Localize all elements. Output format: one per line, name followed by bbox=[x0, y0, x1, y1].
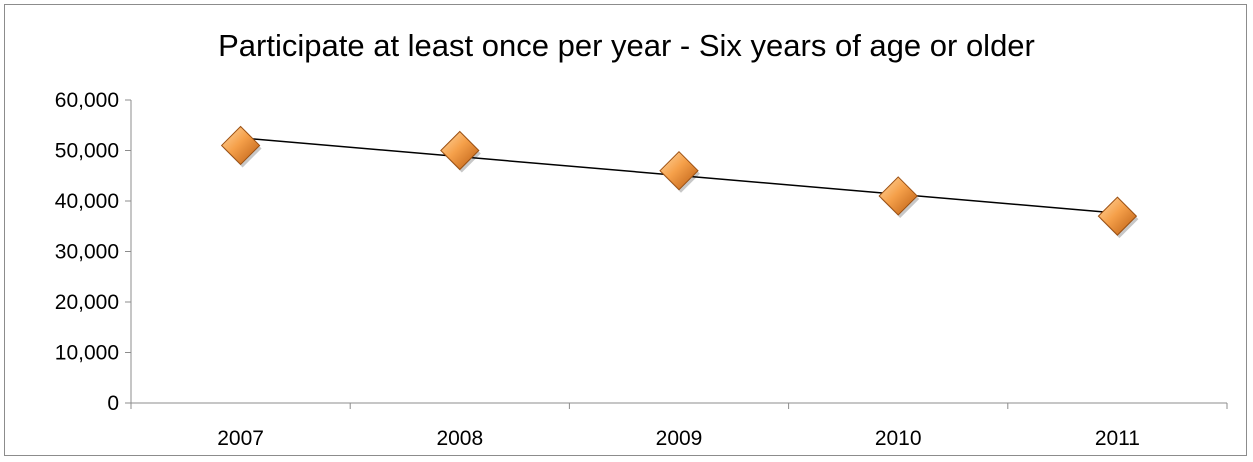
data-points bbox=[220, 125, 1139, 239]
data-point-diamond bbox=[1097, 196, 1138, 236]
data-point-diamond bbox=[878, 176, 918, 216]
data-point bbox=[440, 130, 481, 173]
data-point-diamond bbox=[440, 130, 480, 171]
y-tick-label: 40,000 bbox=[55, 190, 119, 213]
y-tick-label: 60,000 bbox=[55, 89, 119, 112]
data-point bbox=[220, 125, 262, 168]
data-point-diamond bbox=[659, 150, 699, 191]
y-tick-label: 20,000 bbox=[55, 291, 119, 314]
data-point bbox=[1097, 196, 1139, 239]
x-tick-label: 2009 bbox=[656, 427, 703, 450]
x-tick-label: 2008 bbox=[436, 427, 483, 450]
x-tick-label: 2007 bbox=[217, 427, 264, 450]
data-point-diamond bbox=[220, 125, 261, 166]
y-tick-label: 10,000 bbox=[55, 342, 119, 365]
y-tick-label: 0 bbox=[107, 392, 119, 415]
data-point bbox=[659, 150, 700, 193]
axes: 0 10,000 20,000 30,000 40,000 50,000 60,000 200… bbox=[55, 89, 1228, 450]
y-tick-label: 50,000 bbox=[55, 140, 119, 163]
chart-frame bbox=[4, 4, 1247, 456]
y-tick-label: 30,000 bbox=[55, 241, 119, 264]
x-tick-label: 2011 bbox=[1095, 427, 1140, 450]
data-point bbox=[878, 176, 920, 218]
chart-title: Participate at least once per year - Six… bbox=[218, 28, 1035, 63]
x-tick-label: 2010 bbox=[875, 427, 922, 450]
